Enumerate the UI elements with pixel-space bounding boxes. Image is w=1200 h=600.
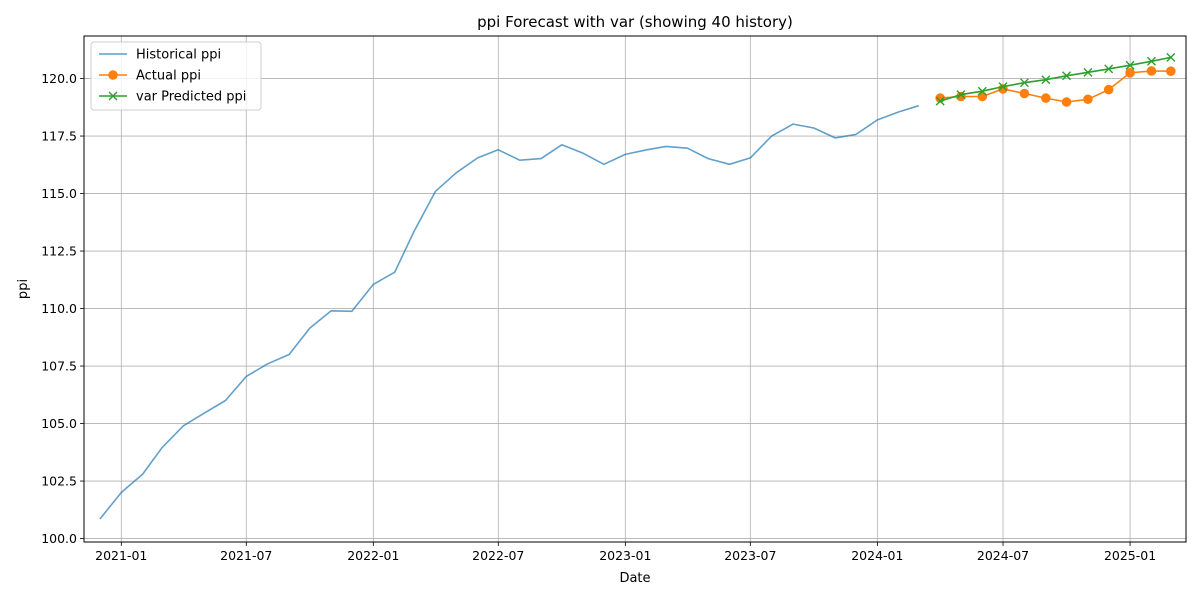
data-point xyxy=(1125,68,1135,78)
grid xyxy=(84,36,1186,542)
data-point xyxy=(1062,71,1072,81)
x-tick-label: 2022-01 xyxy=(347,548,399,563)
chart-title: ppi Forecast with var (showing 40 histor… xyxy=(477,13,793,31)
data-point xyxy=(1104,64,1114,74)
x-tick-label: 2023-07 xyxy=(724,548,776,563)
data-point xyxy=(1041,75,1051,85)
data-point xyxy=(1061,97,1072,107)
series-line xyxy=(939,56,1171,102)
y-tick-label: 100.0 xyxy=(41,531,77,546)
y-tick-label: 115.0 xyxy=(41,186,77,201)
y-tick-label: 110.0 xyxy=(41,301,77,316)
data-point xyxy=(977,86,987,96)
data-point xyxy=(1146,66,1157,76)
y-tick-label: 105.0 xyxy=(41,416,77,431)
data-point xyxy=(1146,56,1156,66)
data-point xyxy=(956,90,966,100)
series-0 xyxy=(99,104,920,520)
data-point xyxy=(108,91,118,101)
series-2 xyxy=(935,52,1176,106)
data-point xyxy=(1125,60,1135,70)
y-tick-label: 117.5 xyxy=(41,129,77,144)
y-axis-label: ppi xyxy=(16,279,31,299)
legend-entry xyxy=(99,70,127,80)
data-point xyxy=(108,70,118,80)
data-point xyxy=(998,82,1008,92)
data-point xyxy=(1019,88,1030,99)
series-line xyxy=(99,104,920,520)
y-tick-label: 107.5 xyxy=(41,359,77,374)
legend-label: Actual ppi xyxy=(136,69,201,84)
data-point xyxy=(1166,52,1176,62)
y-tick-label: 102.5 xyxy=(41,474,77,489)
x-tick-label: 2021-07 xyxy=(220,548,272,563)
plot-frame xyxy=(83,35,1187,543)
y-tick-label: 120.0 xyxy=(41,71,77,86)
legend-entry xyxy=(99,91,127,101)
x-tick-label: 2024-07 xyxy=(977,548,1029,563)
legend-box xyxy=(90,41,262,111)
x-tick-label: 2022-07 xyxy=(472,548,524,563)
data-point xyxy=(935,96,945,106)
data-point xyxy=(1083,94,1093,105)
axis-ticks: 2021-01 2021-07 2022-01 2022-07 2023-01 2023-… xyxy=(41,71,1156,563)
data-point xyxy=(1041,93,1051,103)
legend-label: Historical ppi xyxy=(136,48,221,63)
x-tick-label: 2023-01 xyxy=(599,548,651,563)
data-point xyxy=(1103,84,1114,95)
x-tick-label: 2024-01 xyxy=(851,548,903,563)
data-point xyxy=(977,91,988,102)
series-layer xyxy=(99,52,1176,520)
x-axis-label: Date xyxy=(619,571,650,586)
x-tick-label: 2025-01 xyxy=(1104,548,1156,563)
data-point xyxy=(1083,67,1093,77)
x-tick-label: 2021-01 xyxy=(95,548,147,563)
y-tick-label: 112.5 xyxy=(41,244,77,259)
legend-label: var Predicted ppi xyxy=(136,90,246,105)
data-point xyxy=(1019,78,1029,88)
data-point xyxy=(1166,66,1176,76)
legend: Historical ppi Actual ppi var Predicted pp… xyxy=(90,41,262,111)
